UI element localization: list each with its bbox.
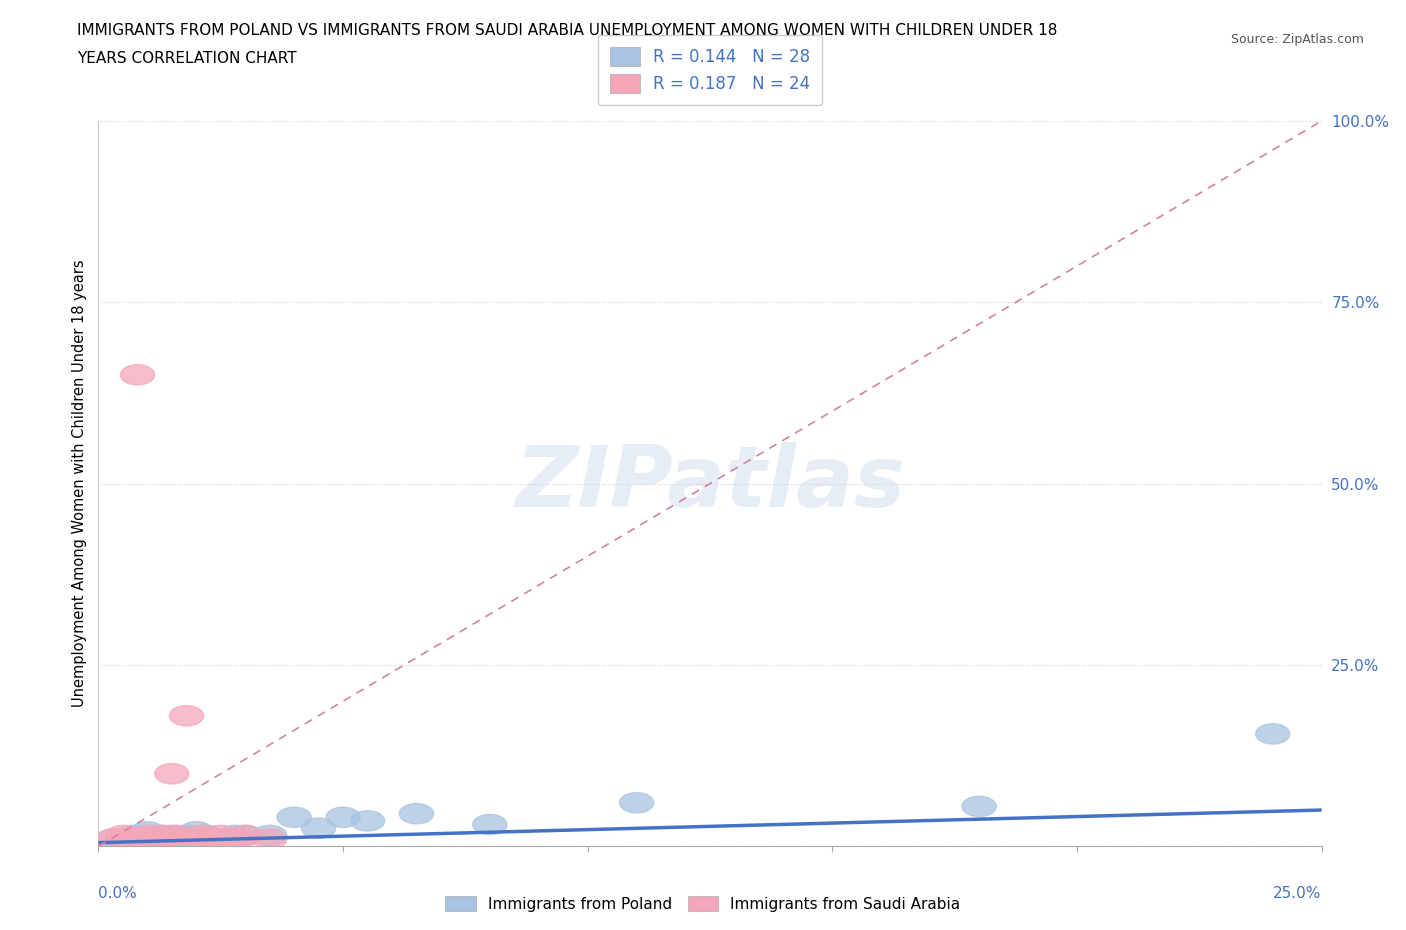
Ellipse shape xyxy=(326,807,360,828)
Ellipse shape xyxy=(160,825,194,845)
Ellipse shape xyxy=(188,825,224,845)
Ellipse shape xyxy=(131,825,165,845)
Text: Source: ZipAtlas.com: Source: ZipAtlas.com xyxy=(1230,33,1364,46)
Ellipse shape xyxy=(228,825,263,845)
Ellipse shape xyxy=(145,825,179,845)
Ellipse shape xyxy=(131,829,165,849)
Ellipse shape xyxy=(131,829,165,849)
Ellipse shape xyxy=(121,365,155,385)
Ellipse shape xyxy=(350,811,385,831)
Ellipse shape xyxy=(105,829,141,849)
Ellipse shape xyxy=(253,829,287,849)
Ellipse shape xyxy=(399,804,433,824)
Ellipse shape xyxy=(179,829,214,849)
Ellipse shape xyxy=(155,825,188,845)
Ellipse shape xyxy=(125,829,160,849)
Ellipse shape xyxy=(141,829,174,849)
Legend: Immigrants from Poland, Immigrants from Saudi Arabia: Immigrants from Poland, Immigrants from … xyxy=(439,889,967,918)
Ellipse shape xyxy=(115,829,150,849)
Ellipse shape xyxy=(218,829,253,849)
Ellipse shape xyxy=(184,825,218,845)
Ellipse shape xyxy=(962,796,997,817)
Ellipse shape xyxy=(620,792,654,813)
Ellipse shape xyxy=(179,829,214,849)
Legend: R = 0.144   N = 28, R = 0.187   N = 24: R = 0.144 N = 28, R = 0.187 N = 24 xyxy=(598,35,823,105)
Ellipse shape xyxy=(165,829,198,849)
Ellipse shape xyxy=(301,818,336,838)
Ellipse shape xyxy=(131,821,165,842)
Ellipse shape xyxy=(277,807,311,828)
Ellipse shape xyxy=(204,829,238,849)
Ellipse shape xyxy=(96,829,131,849)
Ellipse shape xyxy=(169,825,204,845)
Ellipse shape xyxy=(121,829,155,849)
Ellipse shape xyxy=(169,706,204,726)
Ellipse shape xyxy=(115,825,150,845)
Ellipse shape xyxy=(105,825,141,845)
Ellipse shape xyxy=(1256,724,1289,744)
Ellipse shape xyxy=(228,825,263,845)
Ellipse shape xyxy=(218,825,253,845)
Ellipse shape xyxy=(96,829,131,849)
Text: IMMIGRANTS FROM POLAND VS IMMIGRANTS FROM SAUDI ARABIA UNEMPLOYMENT AMONG WOMEN : IMMIGRANTS FROM POLAND VS IMMIGRANTS FRO… xyxy=(77,23,1057,38)
Ellipse shape xyxy=(155,764,188,784)
Ellipse shape xyxy=(165,829,198,849)
Text: ZIPatlas: ZIPatlas xyxy=(515,442,905,525)
Ellipse shape xyxy=(188,829,224,849)
Text: YEARS CORRELATION CHART: YEARS CORRELATION CHART xyxy=(77,51,297,66)
Ellipse shape xyxy=(472,815,508,835)
Ellipse shape xyxy=(145,825,179,845)
Text: 25.0%: 25.0% xyxy=(1274,886,1322,901)
Ellipse shape xyxy=(141,829,174,849)
Ellipse shape xyxy=(253,825,287,845)
Ellipse shape xyxy=(179,821,214,842)
Ellipse shape xyxy=(111,829,145,849)
Ellipse shape xyxy=(204,825,238,845)
Text: 0.0%: 0.0% xyxy=(98,886,138,901)
Ellipse shape xyxy=(155,829,188,849)
Ellipse shape xyxy=(105,829,141,849)
Ellipse shape xyxy=(155,829,188,849)
Y-axis label: Unemployment Among Women with Children Under 18 years: Unemployment Among Women with Children U… xyxy=(72,259,87,708)
Ellipse shape xyxy=(204,829,238,849)
